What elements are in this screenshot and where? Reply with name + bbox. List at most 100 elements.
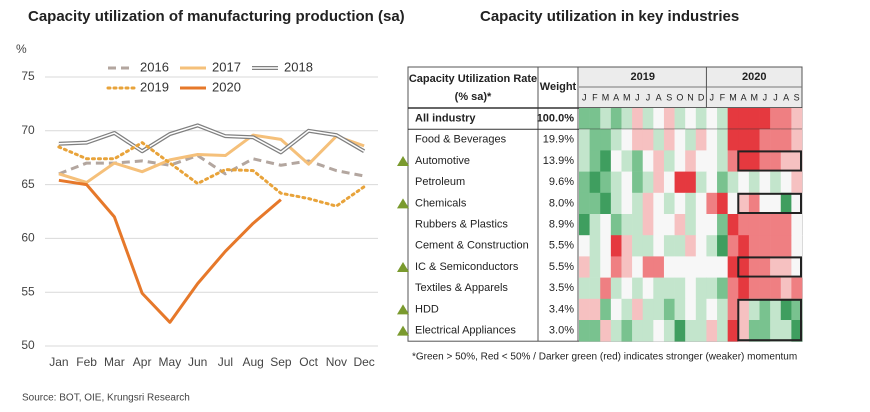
heat-cell: [759, 277, 771, 300]
row-weight: 5.5%: [549, 240, 574, 252]
header-month: A: [783, 92, 789, 102]
heat-cell: [579, 235, 590, 257]
header-name: (% sa)*: [455, 91, 492, 103]
heat-cell: [610, 298, 622, 321]
heat-cell: [695, 150, 707, 172]
heat-cell: [748, 192, 760, 215]
heat-cell: [589, 235, 601, 257]
heat-cell: [610, 192, 622, 215]
heat-cell: [706, 256, 718, 278]
header-month: A: [656, 92, 662, 102]
heat-cell: [791, 108, 803, 130]
chart-title: Capacity utilization of manufacturing pr…: [28, 8, 405, 25]
row-name: Electrical Appliances: [415, 325, 516, 337]
heat-cell: [663, 298, 675, 321]
heat-cell: [685, 277, 697, 300]
header-month: F: [720, 92, 726, 102]
heat-cell: [674, 214, 686, 236]
heat-cell: [685, 108, 697, 130]
x-tick-label: May: [159, 355, 182, 369]
heat-cell: [770, 235, 782, 257]
heat-cell: [759, 108, 771, 130]
header-month: J: [773, 92, 778, 102]
heat-cell: [695, 129, 707, 151]
heat-cell: [663, 171, 675, 194]
heat-cell: [663, 150, 675, 172]
heat-cell: [621, 298, 633, 321]
heat-cell: [791, 150, 803, 172]
heat-cell: [621, 171, 633, 194]
heat-cell: [738, 256, 750, 278]
heat-cell: [727, 214, 739, 236]
heat-cell: [600, 150, 612, 172]
heat-cell: [780, 192, 792, 215]
x-tick-label: Apr: [133, 355, 152, 369]
heat-cell: [695, 235, 707, 257]
heat-cell: [621, 192, 633, 215]
header-month: O: [676, 92, 683, 102]
heat-cell: [589, 129, 601, 151]
x-tick-label: Oct: [299, 355, 318, 369]
heat-cell: [674, 298, 686, 321]
heat-cell: [589, 150, 601, 172]
y-axis-label: %: [16, 42, 27, 56]
heat-cell: [706, 192, 718, 215]
y-tick-label: 75: [21, 69, 35, 83]
series-line: [58, 178, 282, 324]
heat-cell: [653, 108, 665, 130]
x-tick-label: Dec: [353, 355, 374, 369]
heat-cell: [706, 235, 718, 257]
heat-cell: [759, 298, 771, 321]
heat-cell: [727, 277, 739, 300]
series-line: [58, 123, 366, 155]
heat-cell: [791, 320, 803, 342]
heat-cell: [632, 277, 644, 300]
x-tick-label: Jan: [49, 355, 68, 369]
heat-cell: [695, 214, 707, 236]
heat-cell: [695, 277, 707, 300]
heat-cell: [632, 320, 644, 342]
row-weight: 3.4%: [549, 303, 574, 315]
heat-cell: [685, 150, 697, 172]
heat-cell: [589, 171, 601, 194]
heat-cell: [706, 214, 718, 236]
y-tick-label: 60: [21, 231, 35, 245]
heat-cell: [738, 235, 750, 257]
header-month: N: [687, 92, 694, 102]
header-month: F: [592, 92, 598, 102]
heat-cell: [748, 108, 760, 130]
heat-cell: [610, 235, 622, 257]
header-month: J: [763, 92, 768, 102]
heat-cell: [663, 277, 675, 300]
heat-cell: [579, 256, 590, 278]
row-weight: 8.9%: [549, 219, 574, 231]
source: Source: BOT, OIE, Krungsri Research: [22, 393, 190, 404]
heat-cell: [663, 235, 675, 257]
heat-cell: [759, 150, 771, 172]
heat-cell: [748, 298, 760, 321]
heat-cell: [674, 192, 686, 215]
heat-cell: [791, 235, 803, 257]
heat-cell: [610, 171, 622, 194]
heat-cell: [759, 192, 771, 215]
header-month: M: [729, 92, 737, 102]
heat-cell: [706, 108, 718, 130]
heat-cell: [717, 298, 728, 321]
heat-cell: [791, 171, 803, 194]
row-name: Cement & Construction: [415, 240, 529, 252]
row-name: Rubbers & Plastics: [415, 219, 508, 231]
heat-cell: [717, 108, 728, 130]
heat-cell: [642, 277, 654, 300]
heat-cell: [642, 214, 654, 236]
heat-cell: [663, 214, 675, 236]
heat-cell: [727, 150, 739, 172]
x-tick-label: Jul: [218, 355, 233, 369]
heat-cell: [727, 192, 739, 215]
heat-cell: [589, 277, 601, 300]
heat-cell: [748, 150, 760, 172]
header-month: M: [602, 92, 610, 102]
heat-cell: [706, 171, 718, 194]
heat-cell: [621, 129, 633, 151]
heat-cell: [674, 129, 686, 151]
